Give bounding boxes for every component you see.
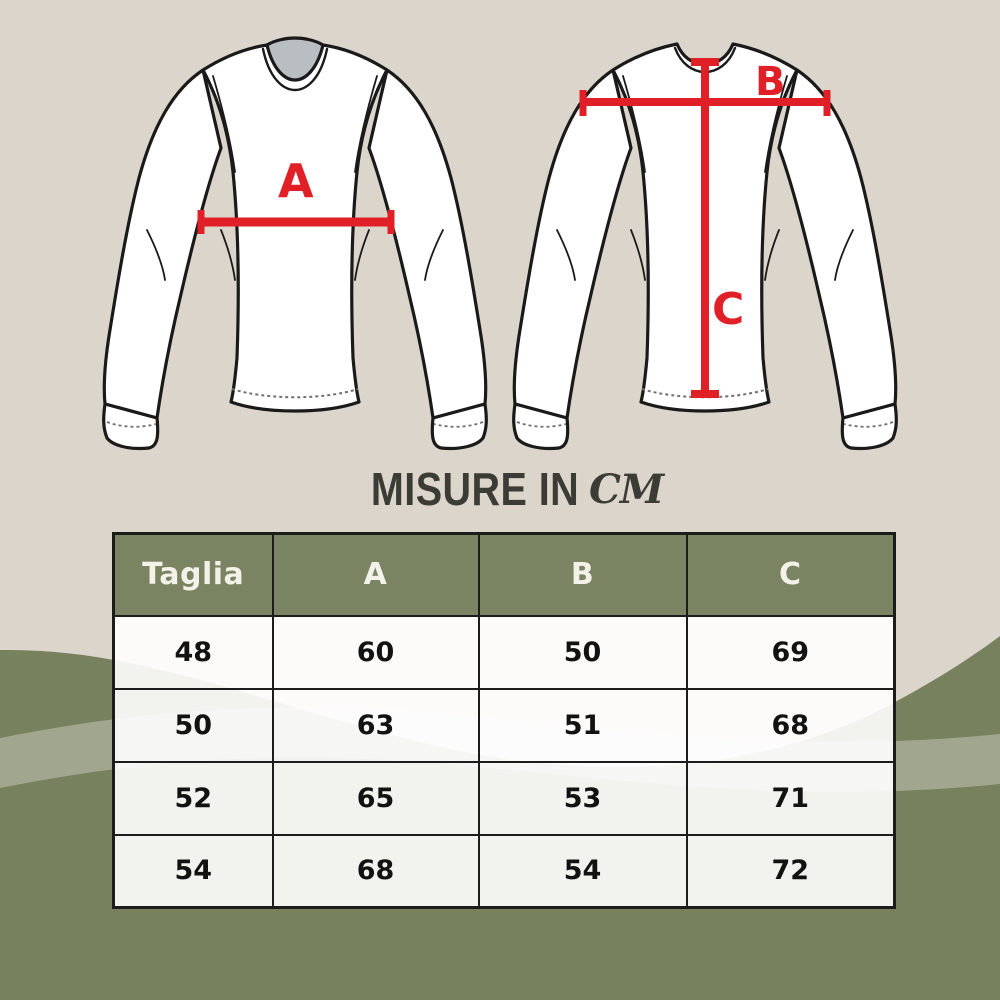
shirt-back-svg: [512, 42, 898, 451]
right-elbow-crease: [424, 229, 444, 281]
hem-stitch: [231, 388, 359, 399]
right-elbow-crease: [834, 229, 854, 281]
cell-c: 71: [685, 760, 896, 836]
cell-b: 54: [477, 833, 688, 909]
column-header-c: C: [685, 532, 896, 617]
cell-taglia: 54: [112, 833, 274, 909]
cell-taglia: 52: [112, 760, 274, 836]
cell-c: 72: [685, 833, 896, 909]
measure-line-c: [691, 58, 719, 398]
right-shoulder-seam: [354, 75, 378, 173]
right-side-crease: [764, 229, 780, 281]
right-sleeve: [777, 68, 898, 420]
column-header-b: B: [477, 532, 688, 617]
measure-label-b: B: [755, 59, 785, 105]
left-side-crease: [220, 229, 236, 281]
measure-label-a: A: [278, 154, 314, 208]
size-table: Taglia A B C 48 60 50 69 50 63 51 68 52 …: [112, 532, 896, 909]
left-elbow-crease: [146, 229, 166, 281]
cell-a: 68: [271, 833, 480, 909]
collar-inner: [265, 36, 325, 82]
cell-a: 63: [271, 687, 480, 763]
right-shoulder-seam: [764, 75, 788, 173]
cell-c: 68: [685, 687, 896, 763]
left-sleeve: [512, 68, 633, 420]
cell-taglia: 48: [112, 614, 274, 690]
measure-label-c: C: [712, 284, 744, 335]
cell-b: 51: [477, 687, 688, 763]
left-shoulder-seam: [622, 75, 646, 173]
left-shoulder-seam: [212, 75, 236, 173]
cell-b: 50: [477, 614, 688, 690]
left-cuff-stitch: [106, 421, 157, 428]
left-side-crease: [630, 229, 646, 281]
shirt-body: [201, 43, 389, 413]
cell-a: 65: [271, 760, 480, 836]
table-row: 52 65 53 71: [112, 760, 896, 836]
right-side-crease: [354, 229, 370, 281]
measure-line-b: [579, 90, 831, 116]
table-header-row: Taglia A B C: [112, 532, 896, 617]
left-cuff-stitch: [516, 421, 567, 428]
measure-line-a: [197, 210, 395, 234]
left-elbow-crease: [556, 229, 576, 281]
shirt-front-svg: [102, 36, 488, 451]
column-header-a: A: [271, 532, 480, 617]
cell-c: 69: [685, 614, 896, 690]
table-row: 48 60 50 69: [112, 614, 896, 690]
cell-a: 60: [271, 614, 480, 690]
right-cuff-stitch: [843, 421, 894, 428]
title-main-text: MISURE IN: [370, 463, 580, 515]
hem-stitch: [641, 388, 769, 399]
title-unit-text: CM: [589, 465, 664, 513]
left-sleeve: [102, 68, 223, 420]
right-cuff-stitch: [433, 421, 484, 428]
right-sleeve: [367, 68, 488, 420]
cell-taglia: 50: [112, 687, 274, 763]
collar-rib: [261, 47, 329, 92]
shirt-back-illustration: [505, 18, 905, 463]
column-header-taglia: Taglia: [112, 532, 274, 617]
size-table-body: 48 60 50 69 50 63 51 68 52 65 53 71 54 6…: [112, 614, 896, 909]
shirt-front-illustration: [95, 18, 495, 463]
table-row: 54 68 54 72: [112, 833, 896, 909]
size-table-head: Taglia A B C: [112, 532, 896, 617]
table-row: 50 63 51 68: [112, 687, 896, 763]
chart-title: MISURE IN CM: [0, 462, 1000, 516]
cell-b: 53: [477, 760, 688, 836]
